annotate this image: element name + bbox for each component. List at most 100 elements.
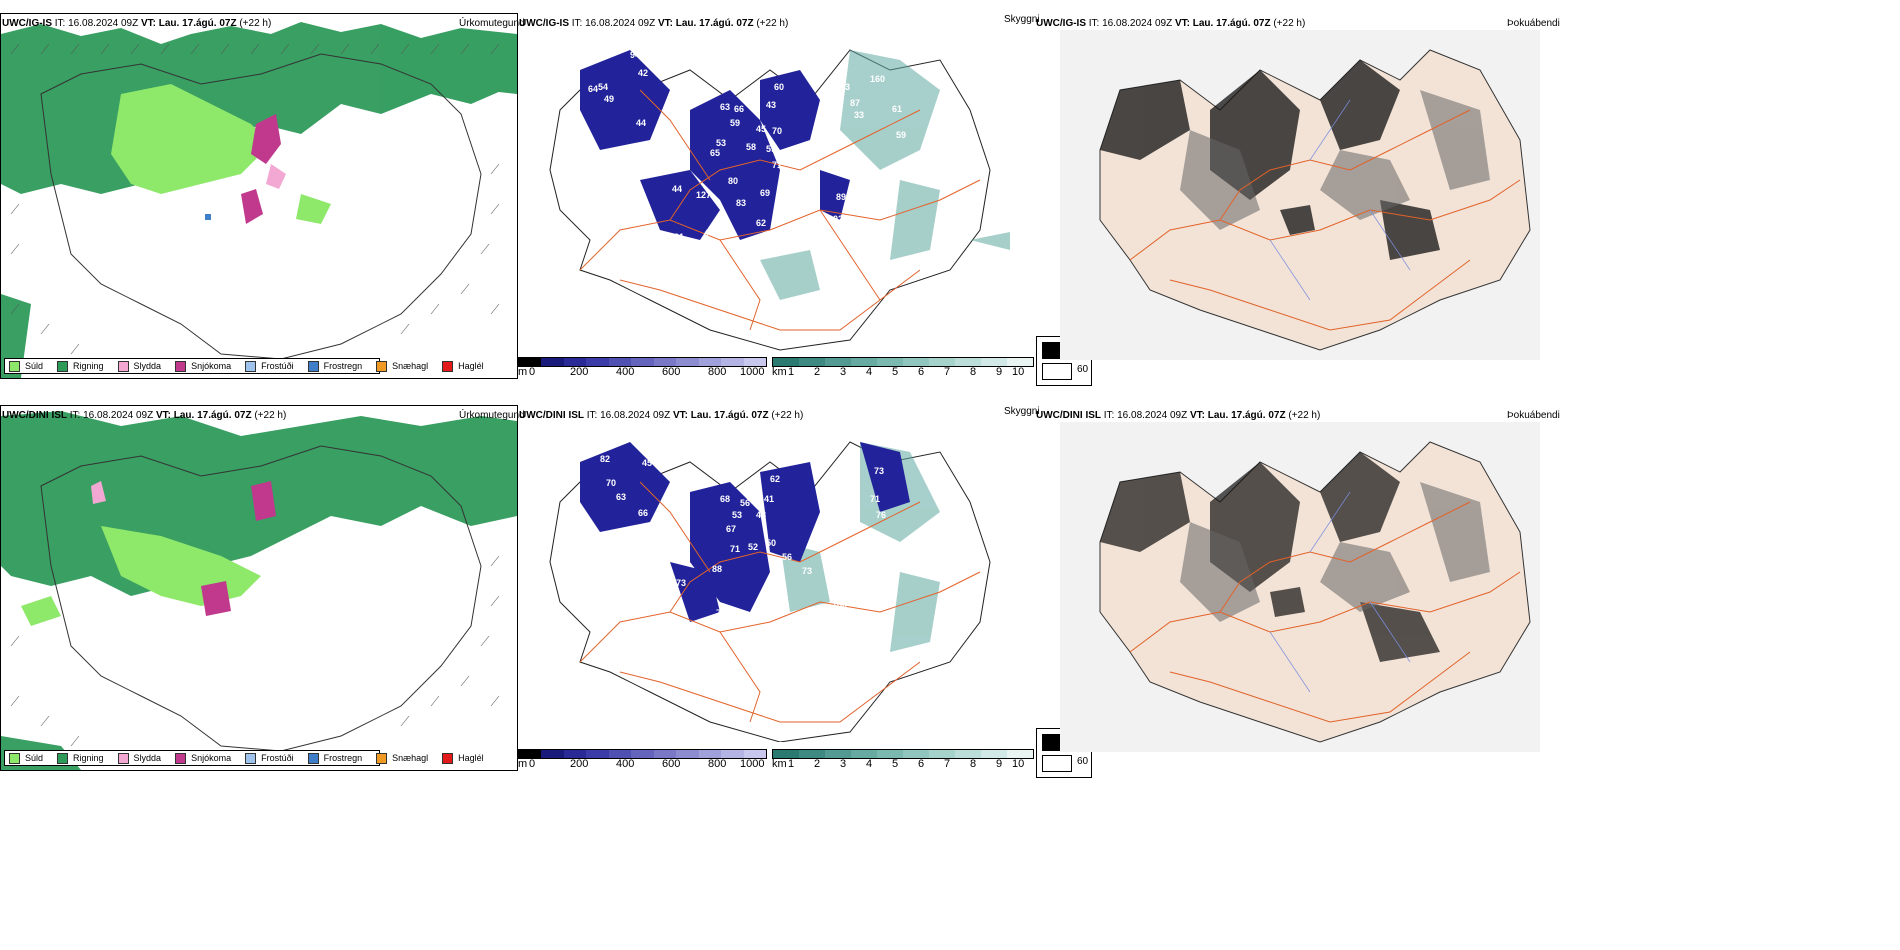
svg-text:63: 63 xyxy=(616,492,626,502)
svg-text:41: 41 xyxy=(764,494,774,504)
svg-text:57: 57 xyxy=(838,582,848,592)
height-ticks-2: m 0 200 400 600 800 1000 xyxy=(518,758,765,770)
cloud-header-1: UWC/IG-IS IT: 16.08.2024 09Z VT: Lau. 17… xyxy=(519,18,789,29)
legend-item-snow: Snjókoma xyxy=(175,752,231,764)
precip-title-2: Úrkomutegund xyxy=(459,410,525,421)
cloud-colorbar-2 xyxy=(772,749,1034,759)
precip-header-1: UWC/IG-IS IT: 16.08.2024 09Z VT: Lau. 17… xyxy=(2,18,272,29)
svg-text:89: 89 xyxy=(836,192,846,202)
precip-map-2 xyxy=(1,406,517,770)
svg-text:45: 45 xyxy=(642,458,652,468)
precip-legend-1: Súld Rigning Slydda Snjókoma Frostúði Fr… xyxy=(4,358,484,374)
legend-item-freezing-drizzle: Frostúði xyxy=(245,360,294,372)
svg-text:60: 60 xyxy=(600,190,610,200)
svg-text:43: 43 xyxy=(766,100,776,110)
precip-header-2: UWC/DINI ISL IT: 16.08.2024 09Z VT: Lau.… xyxy=(2,410,287,421)
svg-text:81: 81 xyxy=(674,232,684,242)
svg-text:58: 58 xyxy=(746,142,756,152)
svg-text:70: 70 xyxy=(606,478,616,488)
svg-text:67: 67 xyxy=(854,178,864,188)
svg-text:59: 59 xyxy=(730,118,740,128)
legend-item-sleet: Slydda xyxy=(117,360,161,372)
svg-text:47: 47 xyxy=(668,614,678,624)
svg-text:43: 43 xyxy=(716,212,726,222)
svg-text:54: 54 xyxy=(668,100,678,110)
height-ticks-1: m 0 200 400 600 800 1000 xyxy=(518,366,765,378)
legend-item-freezing-rain: Frostregn xyxy=(307,752,362,764)
svg-text:59: 59 xyxy=(896,130,906,140)
svg-text:73: 73 xyxy=(874,466,884,476)
svg-text:54: 54 xyxy=(598,82,608,92)
svg-text:93: 93 xyxy=(912,442,922,452)
svg-text:42: 42 xyxy=(638,68,648,78)
svg-text:63: 63 xyxy=(670,490,680,500)
svg-text:102: 102 xyxy=(828,214,843,224)
cloud-colorbar-1 xyxy=(772,357,1034,367)
svg-text:80: 80 xyxy=(728,176,738,186)
precip-legend-2: Súld Rigning Slydda Snjókoma Frostúði Fr… xyxy=(4,750,484,766)
fog-title-1: Þokuábendi xyxy=(1507,18,1560,29)
svg-text:51: 51 xyxy=(840,474,850,484)
svg-text:44: 44 xyxy=(672,184,682,194)
height-colorbar-2 xyxy=(518,749,767,759)
svg-text:53: 53 xyxy=(716,138,726,148)
svg-text:70: 70 xyxy=(772,126,782,136)
svg-text:100: 100 xyxy=(832,600,847,610)
svg-text:56: 56 xyxy=(782,552,792,562)
precip-map-panel-1: Súld Rigning Slydda Snjókoma Frostúði Fr… xyxy=(0,13,518,379)
svg-text:88: 88 xyxy=(712,564,722,574)
svg-text:48: 48 xyxy=(756,510,766,520)
precip-map-panel-2: Súld Rigning Slydda Snjókoma Frostúði Fr… xyxy=(0,405,518,771)
svg-text:101: 101 xyxy=(560,154,575,164)
svg-text:71: 71 xyxy=(730,544,740,554)
svg-text:69: 69 xyxy=(760,188,770,198)
legend-item-snow: Snjókoma xyxy=(175,360,231,372)
legend-item-sleet: Slydda xyxy=(117,752,161,764)
svg-text:49: 49 xyxy=(604,94,614,104)
height-colorbar-1 xyxy=(518,357,767,367)
svg-text:63: 63 xyxy=(720,102,730,112)
cloud-ticks-2: km 1 2 3 4 5 6 7 8 9 10 xyxy=(772,758,1025,770)
svg-text:33: 33 xyxy=(854,110,864,120)
svg-text:90: 90 xyxy=(572,110,582,120)
svg-text:62: 62 xyxy=(756,218,766,228)
legend-item-hail: Haglél xyxy=(442,360,484,372)
legend-item-rain: Rigning xyxy=(57,752,104,764)
svg-text:45: 45 xyxy=(756,124,766,134)
cloud-title-2: Skyggni xyxy=(1004,406,1040,417)
svg-text:59: 59 xyxy=(766,144,776,154)
svg-text:44: 44 xyxy=(704,228,714,238)
svg-text:73: 73 xyxy=(802,566,812,576)
cloud-header-2: UWC/DINI ISL IT: 16.08.2024 09Z VT: Lau.… xyxy=(519,410,804,421)
cloud-ticks-1: km 1 2 3 4 5 6 7 8 9 10 xyxy=(772,366,1025,378)
legend-item-rain: Rigning xyxy=(57,360,104,372)
cloud-map-2: 85 82 45 70 63 66 63 68 56 62 41 51 73 9… xyxy=(549,440,991,742)
svg-text:62: 62 xyxy=(634,194,644,204)
fog-header-2: UWC/DINI ISL IT: 16.08.2024 09Z VT: Lau.… xyxy=(1036,410,1321,421)
svg-text:64: 64 xyxy=(588,84,598,94)
svg-text:73: 73 xyxy=(840,82,850,92)
svg-text:62: 62 xyxy=(934,122,944,132)
svg-text:87: 87 xyxy=(850,98,860,108)
svg-text:63: 63 xyxy=(766,580,776,590)
svg-text:94: 94 xyxy=(796,170,806,180)
legend-item-drizzle: Súld xyxy=(9,360,43,372)
fog-map-1 xyxy=(1060,30,1540,360)
legend-item-freezing-rain: Frostregn xyxy=(307,360,362,372)
svg-text:66: 66 xyxy=(734,104,744,114)
svg-text:160: 160 xyxy=(870,74,885,84)
svg-text:56: 56 xyxy=(740,498,750,508)
cloud-title-1: Skyggni xyxy=(1004,14,1040,25)
svg-text:67: 67 xyxy=(726,524,736,534)
fog-title-2: Þokuábendi xyxy=(1507,410,1560,421)
precip-map-1 xyxy=(1,14,517,378)
svg-text:71: 71 xyxy=(772,160,782,170)
svg-text:60: 60 xyxy=(774,82,784,92)
svg-text:73: 73 xyxy=(676,578,686,588)
svg-text:62: 62 xyxy=(770,474,780,484)
svg-text:94: 94 xyxy=(630,50,640,60)
svg-text:66: 66 xyxy=(638,508,648,518)
legend-item-snow-pellets: Snæhagl xyxy=(376,360,428,372)
legend-item-hail: Haglél xyxy=(442,752,484,764)
cloud-map-1: 94 42 54 64 49 90 54 44 60 63 66 43 45 5… xyxy=(549,49,1010,351)
